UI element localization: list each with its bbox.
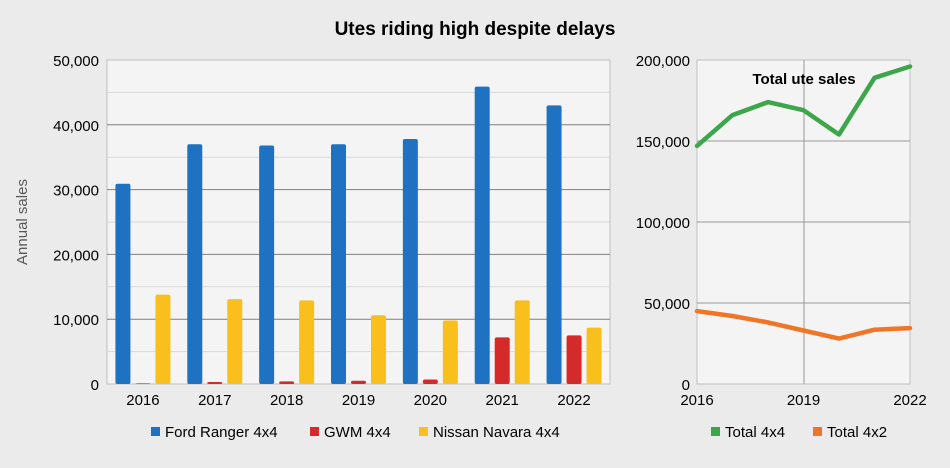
line-total-4x2 (694, 308, 913, 341)
line-x-tick-label: 2016 (680, 392, 713, 409)
bar-gwm-4x4-2018 (279, 381, 295, 384)
bar-y-tick-label: 30,000 (53, 183, 99, 200)
y-axis-label: Annual sales (14, 179, 31, 265)
bar-ford-ranger-4x4-2021 (474, 86, 490, 385)
bar-chart: 0 10,000 20,000 30,000 40,000 50,000 2016 2017… (14, 53, 611, 441)
bar-nissan-navara-4x4-2022 (586, 327, 602, 384)
bar-x-tick-labels: 2016 2017 2018 2019 2020 2021 2022 (126, 392, 591, 409)
bar-series (115, 86, 602, 385)
bar-legend: Ford Ranger 4x4 GWM 4x4 Nissan Navara 4x4 (151, 424, 560, 441)
line-y-tick-label: 150,000 (636, 134, 690, 151)
legend-label: GWM 4x4 (324, 424, 391, 441)
bar-gwm-4x4-2019 (351, 380, 366, 384)
bar-ford-ranger-4x4-2020 (402, 139, 418, 384)
legend-label: Total 4x4 (725, 424, 785, 441)
legend-label: Ford Ranger 4x4 (165, 424, 278, 441)
legend-swatch (813, 427, 822, 436)
legend-swatch (711, 427, 720, 436)
bar-y-tick-labels: 0 10,000 20,000 30,000 40,000 50,000 (53, 53, 99, 394)
line-y-tick-label: 50,000 (644, 296, 690, 313)
bar-nissan-navara-4x4-2021 (514, 300, 530, 384)
bar-ford-ranger-4x4-2018 (259, 145, 275, 384)
line-x-tick-label: 2019 (787, 392, 820, 409)
line-chart-annotation: Total ute sales (752, 71, 855, 88)
bar-y-tick-label: 50,000 (53, 53, 99, 70)
bar-ford-ranger-4x4-2022 (546, 105, 562, 385)
bar-nissan-navara-4x4-2017 (227, 299, 243, 384)
bar-nissan-navara-4x4-2019 (371, 315, 386, 384)
line-x-tick-labels: 2016 2019 2022 (680, 392, 926, 409)
bar-x-tick-label: 2019 (342, 392, 375, 409)
bar-gwm-4x4-2021 (494, 337, 510, 384)
line-x-tick-label: 2022 (893, 392, 926, 409)
bar-ford-ranger-4x4-2016 (115, 183, 131, 384)
bar-nissan-navara-4x4-2020 (442, 320, 458, 384)
legend-swatch (151, 427, 160, 436)
bar-gwm-4x4-2017 (207, 382, 223, 384)
line-y-tick-labels: 0 50,000 100,000 150,000 200,000 (636, 53, 690, 394)
bar-ford-ranger-4x4-2017 (187, 144, 203, 384)
legend-swatch (310, 427, 319, 436)
bar-y-tick-label: 10,000 (53, 312, 99, 329)
line-y-tick-label: 200,000 (636, 53, 690, 70)
line-y-tick-label: 0 (682, 377, 690, 394)
legend-label: Nissan Navara 4x4 (433, 424, 560, 441)
line-chart: 0 50,000 100,000 150,000 200,000 2016 2019 202… (636, 53, 927, 441)
bar-x-tick-label: 2018 (270, 392, 303, 409)
bar-gwm-4x4-2016 (135, 383, 151, 384)
bar-x-tick-label: 2021 (486, 392, 519, 409)
bar-ford-ranger-4x4-2019 (331, 144, 346, 384)
bar-y-tick-label: 40,000 (53, 118, 99, 135)
bar-nissan-navara-4x4-2018 (299, 300, 315, 384)
line-series (694, 64, 913, 341)
bar-x-tick-label: 2017 (198, 392, 231, 409)
bar-gwm-4x4-2022 (566, 335, 582, 384)
line-legend: Total 4x4 Total 4x2 (711, 424, 887, 441)
line-total-4x4 (694, 64, 913, 149)
bar-x-tick-label: 2020 (414, 392, 447, 409)
legend-label: Total 4x2 (827, 424, 887, 441)
chart-title: Utes riding high despite delays (335, 19, 616, 40)
bar-nissan-navara-4x4-2016 (155, 294, 171, 384)
line-y-tick-label: 100,000 (636, 215, 690, 232)
bar-gwm-4x4-2020 (422, 379, 438, 384)
bar-y-tick-label: 20,000 (53, 247, 99, 264)
bar-y-tick-label: 0 (91, 377, 99, 394)
bar-x-tick-label: 2016 (126, 392, 159, 409)
legend-swatch (419, 427, 428, 436)
bar-x-tick-label: 2022 (557, 392, 590, 409)
